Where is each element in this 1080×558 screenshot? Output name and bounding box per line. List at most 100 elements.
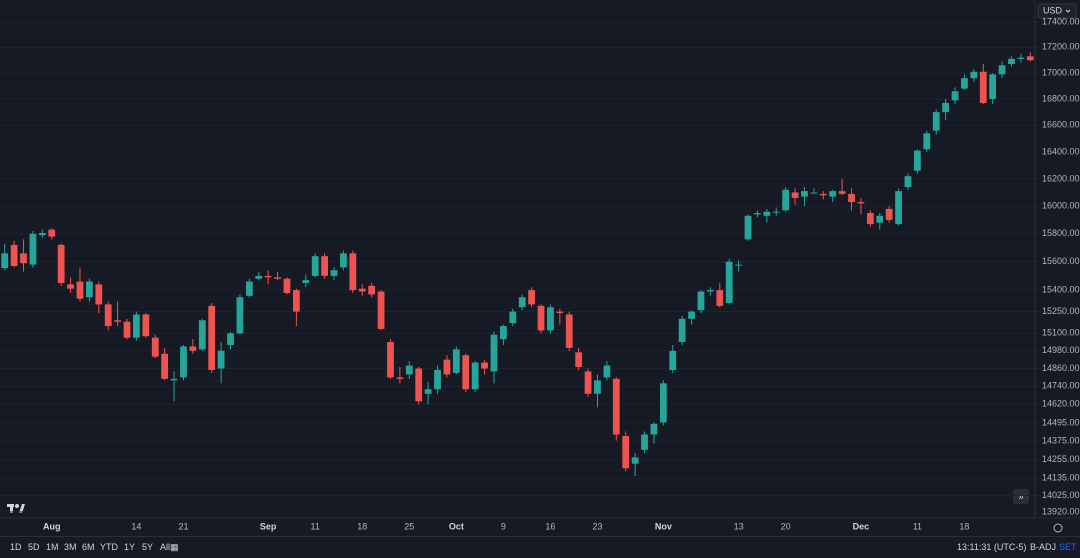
x-tick-label: 18 [357, 521, 367, 531]
range-button[interactable]: 1M [46, 542, 59, 552]
candle-body [198, 320, 206, 350]
candle-body [76, 281, 84, 299]
candle-body [443, 359, 451, 375]
candle-body [848, 193, 855, 203]
candle-body [782, 189, 790, 211]
tradingview-logo [7, 504, 25, 513]
candle-body [754, 213, 761, 215]
candle-body [340, 253, 347, 268]
candle-body [255, 275, 263, 279]
range-button[interactable]: 1D [10, 542, 22, 552]
y-tick-label: 16000.00 [1042, 201, 1080, 211]
x-tick-label: 16 [545, 521, 555, 531]
candle-body [264, 275, 272, 278]
y-tick-label: 15600.00 [1042, 256, 1080, 266]
candle-body [396, 377, 404, 379]
candle-body [114, 320, 122, 322]
currency-dropdown-icon[interactable] [1065, 9, 1071, 13]
y-tick-label: 15100.00 [1042, 328, 1080, 338]
candle-body [772, 211, 780, 213]
candle-body [1, 253, 9, 269]
candle-body [20, 253, 27, 264]
candle-body [669, 350, 677, 370]
y-tick-label: 14620.00 [1042, 399, 1080, 409]
candle-body [612, 378, 620, 435]
x-tick-label: 23 [592, 521, 602, 531]
candle-body [895, 191, 902, 225]
y-tick-label: 14495.00 [1042, 417, 1080, 427]
y-tick-label: 15400.00 [1042, 284, 1080, 294]
candle-body [565, 314, 573, 348]
currency-label[interactable]: USD [1043, 5, 1063, 15]
candle-body [274, 277, 281, 279]
range-button[interactable]: 5Y [142, 542, 154, 552]
range-button[interactable]: 1Y [124, 542, 136, 552]
y-tick-label: 14025.00 [1042, 490, 1080, 500]
candle-body [942, 102, 950, 113]
scroll-right-button[interactable] [1013, 489, 1029, 504]
candle-body [142, 314, 150, 337]
background [0, 0, 1080, 536]
candle-body [641, 434, 648, 450]
candle-body [471, 362, 479, 390]
candle-body [349, 253, 357, 291]
candle-body [528, 290, 536, 305]
candle-body [321, 256, 329, 276]
y-tick-label: 16800.00 [1042, 93, 1080, 103]
y-tick-label: 17200.00 [1042, 42, 1080, 52]
range-button[interactable]: YTD [100, 542, 118, 552]
x-tick-label: 9 [501, 521, 506, 531]
candle-body [622, 436, 630, 469]
candle-body [123, 321, 131, 338]
candle-body [744, 215, 752, 240]
candle-body [932, 112, 940, 131]
y-tick-label: 17000.00 [1042, 67, 1080, 77]
y-tick-label: 16400.00 [1042, 146, 1080, 156]
y-tick-label: 15250.00 [1042, 306, 1080, 316]
candle-body [509, 311, 517, 324]
clock: 13:11:31 (UTC-5) [957, 542, 1027, 552]
range-button[interactable]: 5D [28, 542, 40, 552]
adjustment-toggle[interactable]: B-ADJ [1030, 542, 1057, 552]
y-tick-label: 14860.00 [1042, 363, 1080, 373]
candle-body [283, 278, 291, 293]
scroll-right-icon[interactable]: » [1018, 491, 1023, 501]
currency-box[interactable] [1037, 3, 1077, 19]
candle-body [217, 350, 225, 369]
candle-body [885, 208, 893, 220]
candle-body [245, 281, 253, 296]
candle-body [330, 270, 338, 276]
candle-body [67, 284, 74, 289]
candle-body [302, 280, 310, 283]
candle-body [189, 346, 197, 351]
calendar-icon[interactable]: ▦ [170, 542, 179, 552]
candle-body [838, 191, 846, 194]
x-tick-label: Nov [655, 521, 672, 531]
candle-body [706, 290, 714, 292]
candle-body [584, 371, 592, 394]
candle-body [989, 74, 997, 100]
candle-body [104, 304, 112, 327]
candle-body [133, 314, 140, 338]
candle-body [481, 362, 488, 369]
y-tick-label: 16200.00 [1042, 173, 1080, 183]
candle-body [801, 191, 808, 197]
y-tick-label: 14255.00 [1042, 454, 1080, 464]
candle-body [650, 423, 658, 435]
candle-body [678, 318, 686, 343]
range-button[interactable]: 6M [82, 542, 95, 552]
y-tick-label: 17400.00 [1042, 16, 1080, 26]
candle-body [556, 311, 564, 314]
candle-body [979, 71, 987, 103]
candle-body [434, 369, 441, 390]
range-button[interactable]: All [160, 542, 171, 552]
candle-body [518, 297, 526, 308]
settings-icon[interactable] [1053, 523, 1063, 533]
range-button[interactable]: 3M [64, 542, 77, 552]
chart: USD » 17400.00 17200.00 17000.00 16800.00 16… [0, 0, 1080, 536]
candle-body [970, 71, 978, 79]
session-toggle[interactable]: SET [1059, 542, 1077, 552]
x-tick-label: Aug [43, 521, 61, 531]
x-tick-label: 25 [404, 521, 414, 531]
candle-body [904, 176, 912, 188]
